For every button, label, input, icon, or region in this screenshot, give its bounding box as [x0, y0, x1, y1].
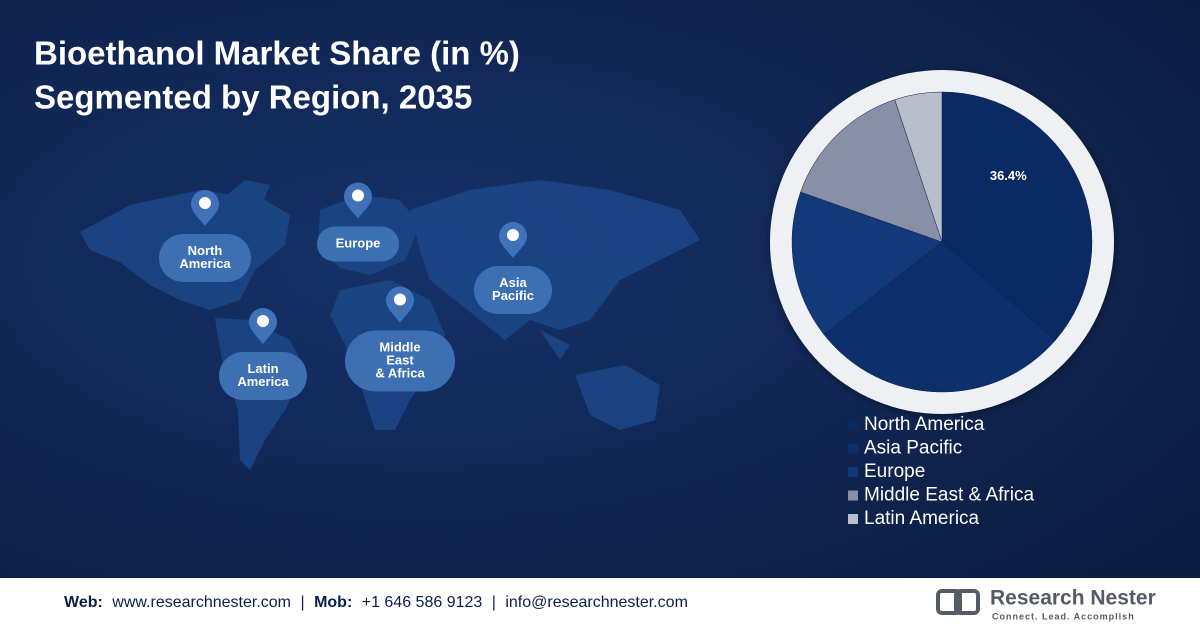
region-pill: [219, 352, 307, 400]
brand: Research Nester: [990, 587, 1156, 610]
pie-slice: [800, 99, 943, 243]
chart-title: Segmented by Region, 2035: [34, 79, 472, 116]
chart-title: Bioethanol Market Share (in %): [34, 35, 520, 72]
region-label: America: [237, 374, 289, 389]
legend-label: Asia Pacific: [864, 438, 962, 459]
tagline: Connect. Lead. Accomplish: [992, 611, 1135, 621]
region-label: East: [386, 352, 414, 367]
pie-slice: [941, 91, 1093, 341]
region-label: Asia: [499, 275, 527, 290]
email: info@researchnester.com: [505, 594, 688, 611]
legend-label: Europe: [864, 461, 925, 482]
region-label: America: [179, 256, 231, 271]
footer: [0, 578, 1200, 628]
legend-marker: [848, 443, 858, 454]
web: www.researchnester.com: [111, 594, 291, 611]
logo-icon: [954, 589, 980, 615]
region-pill: [317, 226, 399, 262]
region-label: North: [188, 243, 223, 258]
map-pins: NorthAmericaEuropeAsiaPacificLatinAmeric…: [159, 182, 552, 400]
web-label: Web:: [64, 594, 103, 611]
legend-label: Latin America: [864, 508, 980, 529]
region-label: Middle: [379, 339, 420, 354]
separator: |: [300, 594, 304, 611]
legend-marker: [848, 514, 858, 524]
legend-marker: [848, 490, 858, 501]
data-label: 36.4%: [990, 168, 1027, 183]
pie-slice: [894, 91, 943, 243]
legend-label: North America: [864, 414, 985, 435]
region-pill: [159, 234, 251, 282]
pin-dot: [507, 229, 519, 241]
pie-slice: [823, 241, 1056, 393]
region-pill: [474, 266, 552, 314]
legend-marker: [848, 467, 858, 477]
pin-dot: [257, 315, 269, 327]
pie-slice: [791, 191, 943, 336]
legend-marker: [848, 420, 858, 430]
legend-label: Middle East & Africa: [864, 485, 1034, 506]
mob-label: Mob:: [314, 594, 352, 611]
region-label: Europe: [336, 235, 381, 250]
region-label: Pacific: [492, 288, 534, 303]
logo: Research Nester Connect. Lead. Accomplis…: [936, 587, 1156, 621]
region-label: & Africa: [375, 365, 425, 380]
region-pill: [345, 330, 455, 392]
pin-dot: [352, 189, 364, 202]
pin-dot: [199, 197, 211, 209]
pie-chart: 36.4%: [770, 70, 1114, 414]
separator: |: [492, 594, 496, 611]
footer-contact: Web: www.researchnester.com | Mob: +1 64…: [64, 594, 688, 611]
region-label: Latin: [247, 361, 278, 376]
mob: +1 646 586 9123: [362, 594, 483, 611]
pin-dot: [394, 293, 406, 306]
logo-icon: [936, 589, 962, 615]
